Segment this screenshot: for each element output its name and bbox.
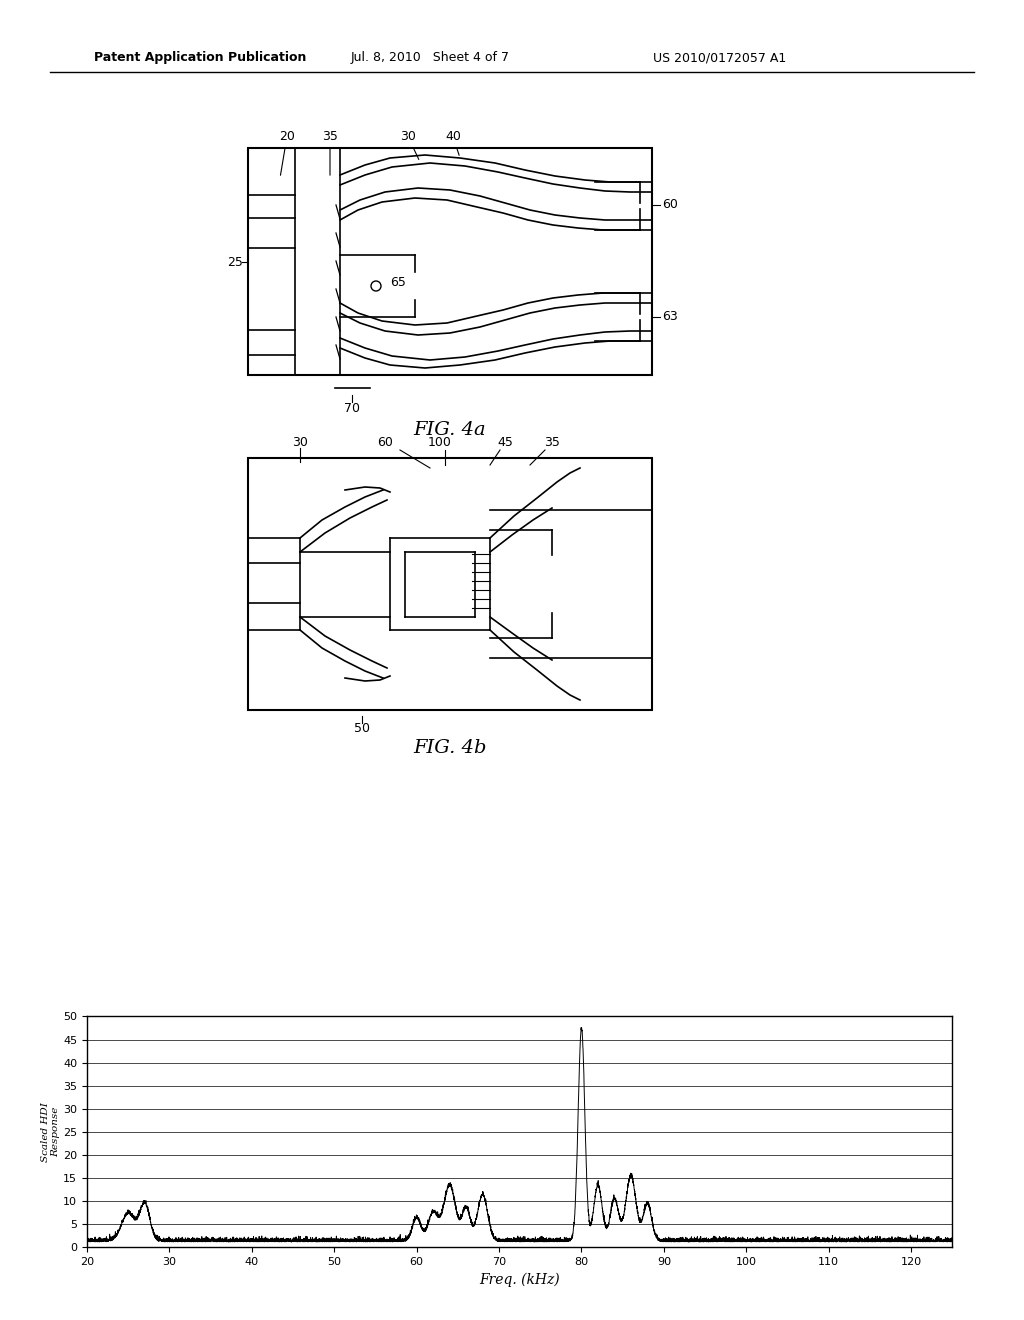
Text: 35: 35: [544, 437, 560, 450]
Text: 60: 60: [377, 437, 393, 450]
Text: Jul. 8, 2010   Sheet 4 of 7: Jul. 8, 2010 Sheet 4 of 7: [350, 51, 510, 65]
Y-axis label: Scaled HDI
Response: Scaled HDI Response: [41, 1102, 60, 1162]
Text: 45: 45: [497, 437, 513, 450]
Text: 65: 65: [390, 276, 406, 289]
Text: Patent Application Publication: Patent Application Publication: [94, 51, 306, 65]
X-axis label: Freq. (kHz): Freq. (kHz): [479, 1272, 560, 1287]
Text: US 2010/0172057 A1: US 2010/0172057 A1: [653, 51, 786, 65]
Text: 60: 60: [662, 198, 678, 211]
Text: 40: 40: [445, 129, 461, 156]
Text: 25: 25: [227, 256, 243, 268]
Text: 30: 30: [292, 437, 308, 450]
Text: 35: 35: [323, 129, 338, 176]
Text: 20: 20: [280, 129, 295, 176]
Bar: [248, 148, 652, 375]
Text: FIG. 4a: FIG. 4a: [414, 421, 486, 440]
Bar: [248, 458, 652, 710]
Text: 63: 63: [662, 310, 678, 323]
Text: 70: 70: [344, 401, 360, 414]
Text: FIG. 4c: FIG. 4c: [476, 1170, 548, 1187]
Text: 50: 50: [354, 722, 370, 734]
Text: 100: 100: [428, 437, 452, 450]
Text: 30: 30: [400, 129, 419, 160]
Text: FIG. 4b: FIG. 4b: [414, 739, 486, 756]
